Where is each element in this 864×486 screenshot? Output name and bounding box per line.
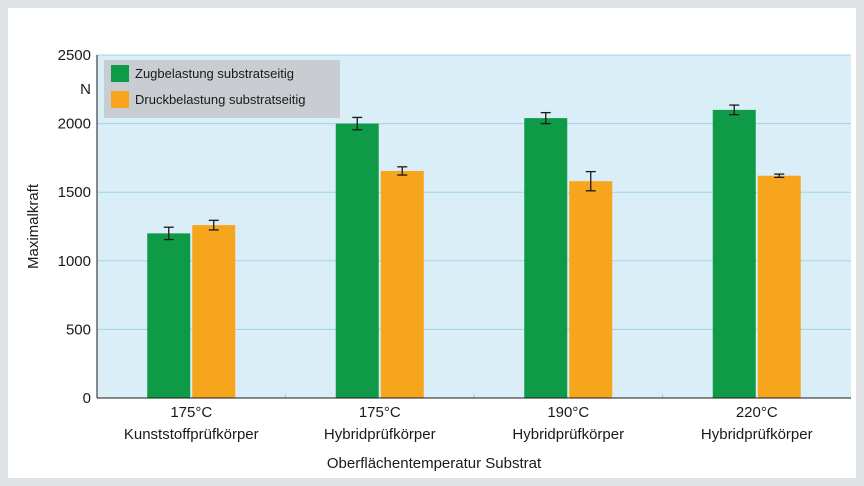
y-axis-title: Maximalkraft: [25, 183, 42, 269]
legend-label-zug: Zugbelastung substratseitig: [135, 66, 294, 81]
x-category-label: 175°C: [359, 404, 401, 421]
x-category-label: 190°C: [547, 404, 589, 421]
x-category-label: Hybridprüfkörper: [512, 426, 624, 443]
y-tick-label: 1000: [58, 253, 91, 270]
bar-druck: [380, 170, 424, 398]
bar-zug: [712, 109, 756, 398]
error-bars: [163, 104, 785, 241]
x-axis-title: Oberflächentemperatur Substrat: [327, 455, 542, 472]
x-category-label: 175°C: [170, 404, 212, 421]
x-category-labels: 175°C Kunststoffprüfkörper 175°C Hybridprüf…: [124, 404, 813, 443]
bar-druck: [569, 181, 613, 398]
x-category-label: Hybridprüfkörper: [701, 426, 813, 443]
bar-zug: [335, 123, 379, 398]
bar-druck: [192, 225, 236, 398]
y-tick-labels: 0 500 1000 1500 2000 2500: [58, 47, 91, 407]
legend-background: [104, 60, 340, 118]
x-category-label: Kunststoffprüfkörper: [124, 426, 259, 443]
x-axis-ticks: [284, 394, 664, 398]
bar-zug: [524, 118, 568, 398]
bars: [147, 109, 801, 398]
y-axis-unit: N: [80, 81, 91, 98]
bar-chart: 0 500 1000 1500 2000 2500 N Maximalkraft 175°…: [25, 47, 851, 472]
legend-swatch-druck: [111, 91, 129, 108]
axes: [96, 55, 851, 399]
y-tick-label: 2500: [58, 47, 91, 64]
bar-druck: [757, 175, 801, 398]
legend-label-druck: Druckbelastung substratseitig: [135, 92, 306, 107]
y-tick-label: 1500: [58, 184, 91, 201]
y-tick-label: 2000: [58, 116, 91, 133]
y-tick-label: 0: [83, 390, 91, 407]
x-category-label: 220°C: [736, 404, 778, 421]
legend: Zugbelastung substratseitig Druckbelastu…: [104, 60, 340, 118]
x-category-label: Hybridprüfkörper: [324, 426, 436, 443]
legend-swatch-zug: [111, 65, 129, 82]
bar-zug: [147, 233, 191, 398]
y-tick-label: 500: [66, 321, 91, 338]
chart-frame: 0 500 1000 1500 2000 2500 N Maximalkraft 175°…: [8, 8, 856, 478]
